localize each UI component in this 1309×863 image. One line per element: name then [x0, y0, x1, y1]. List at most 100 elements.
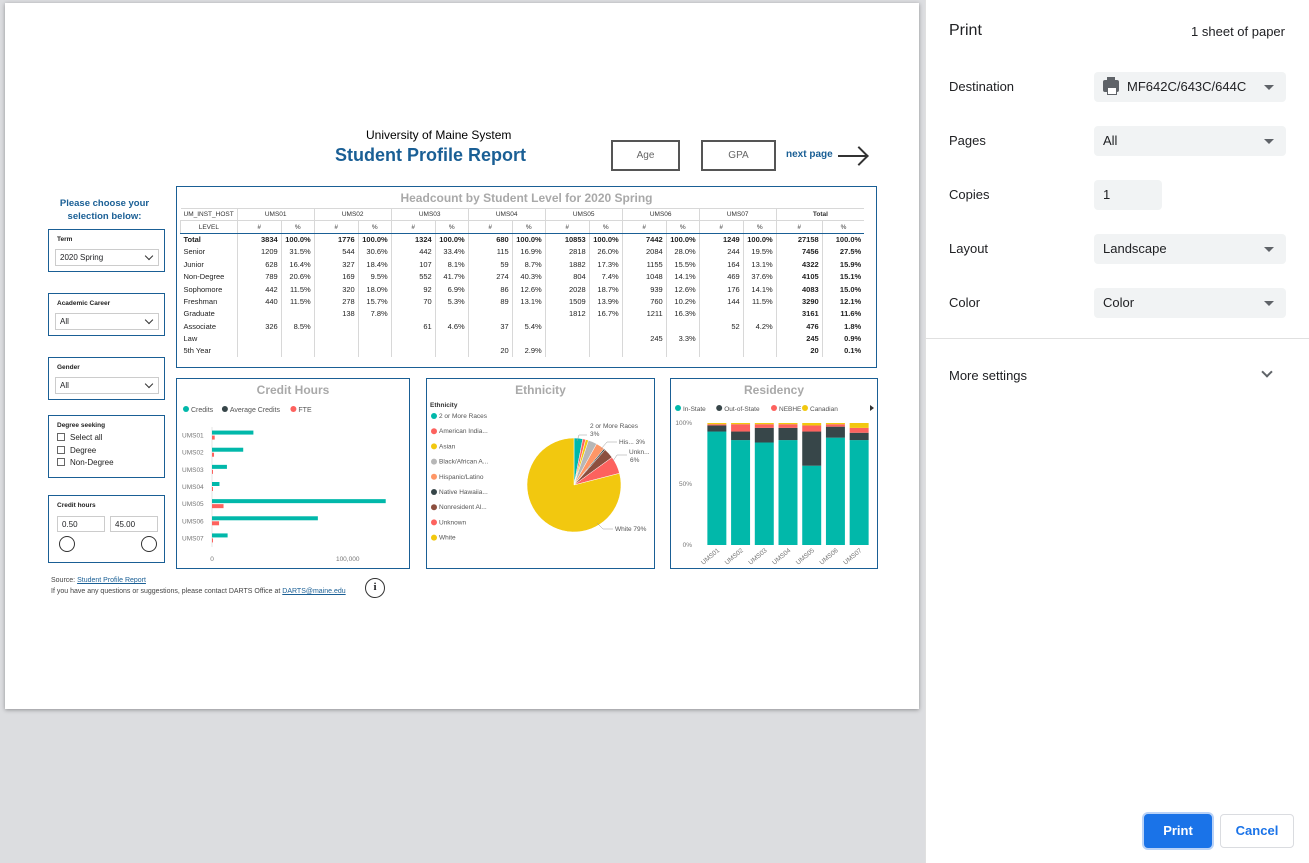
value-cell: 27.5% — [821, 245, 865, 259]
select-all-checkbox[interactable]: Select all — [57, 433, 102, 442]
arrow-right-icon[interactable] — [838, 155, 866, 157]
stacked-bar-segment — [802, 423, 822, 426]
value-cell — [698, 332, 744, 345]
contact-email-link[interactable]: DARTS@maine.edu — [282, 588, 346, 595]
value-cell: 16.4% — [280, 258, 315, 271]
ethnicity-title: Ethnicity — [515, 383, 566, 397]
gender-dropdown[interactable]: All — [55, 377, 159, 394]
cancel-button[interactable]: Cancel — [1220, 814, 1294, 848]
value-cell — [357, 332, 392, 345]
value-cell: 804 — [544, 270, 590, 283]
value-cell — [390, 307, 436, 321]
value-cell: 20 — [775, 344, 823, 358]
chevron-down-icon[interactable] — [1261, 366, 1273, 378]
credit-max-input[interactable]: 45.00 — [110, 516, 158, 532]
value-cell: 100.0% — [434, 233, 469, 246]
credit-min-input[interactable]: 0.50 — [57, 516, 105, 532]
copies-row: Copies 1 — [949, 180, 1289, 210]
value-cell: 476 — [775, 320, 823, 333]
value-cell: 16.3% — [665, 307, 700, 321]
value-cell: 0.9% — [821, 332, 865, 345]
stacked-bar-segment — [778, 440, 798, 545]
stacked-bar-segment — [731, 431, 751, 441]
academic-career-dropdown[interactable]: All — [55, 313, 159, 330]
bar-fte — [212, 521, 220, 526]
bar-credits — [212, 482, 220, 486]
value-cell: 442 — [236, 282, 282, 296]
color-select[interactable]: Color — [1094, 288, 1286, 318]
destination-select[interactable]: MF642C/643C/644C — [1094, 72, 1286, 102]
stacked-bar-segment — [849, 432, 869, 441]
legend-marker — [431, 428, 437, 435]
value-cell — [357, 344, 392, 358]
value-cell: 7456 — [775, 245, 823, 259]
value-cell: 245 — [621, 332, 667, 345]
value-cell: 1249 — [698, 233, 744, 246]
pie-slice — [526, 437, 622, 533]
value-cell: 2084 — [621, 245, 667, 259]
value-cell: 760 — [621, 295, 667, 308]
gpa-button[interactable]: GPA — [701, 140, 776, 171]
caret-down-icon — [1264, 247, 1274, 252]
print-preview-sheet: University of Maine System Student Profi… — [5, 3, 919, 709]
category-label: UMS01 — [182, 433, 204, 440]
pct-header: % — [511, 220, 546, 234]
print-button[interactable]: Print — [1144, 814, 1212, 848]
count-header: # — [236, 220, 282, 234]
value-cell: 7.8% — [357, 307, 392, 321]
value-cell: 440 — [236, 295, 282, 308]
count-header: # — [621, 220, 667, 234]
residency-chart: Residency In-State Out-of-State NEBHE Canad… — [670, 378, 878, 569]
term-dropdown[interactable]: 2020 Spring — [55, 249, 159, 266]
stacked-bar-segment — [825, 423, 845, 425]
residency-plot: In-State Out-of-State NEBHE Canadian 0% 50% 10… — [675, 405, 874, 567]
campus-header: UMS04 — [467, 207, 546, 222]
legend-label: Nonresident Al... — [439, 504, 487, 511]
value-cell: 100.0% — [742, 233, 777, 246]
value-cell: 1209 — [236, 245, 282, 259]
y-tick-label: 0% — [683, 542, 693, 549]
more-settings-toggle[interactable]: More settings — [949, 368, 1028, 383]
value-cell — [742, 332, 777, 345]
x-tick-label: 100,000 — [336, 556, 360, 563]
slider-min-handle[interactable] — [59, 536, 75, 552]
value-cell: 31.5% — [280, 245, 315, 259]
value-cell: 2818 — [544, 245, 590, 259]
value-cell: 1048 — [621, 270, 667, 283]
value-cell: 15.7% — [357, 295, 392, 308]
slice-label: White 79% — [615, 526, 647, 533]
value-cell: 1.8% — [821, 320, 865, 333]
destination-label: Destination — [949, 79, 1015, 94]
info-icon[interactable]: i — [365, 578, 385, 598]
degree-checkbox[interactable]: Degree — [57, 446, 96, 455]
bar-fte — [212, 435, 215, 440]
pages-select[interactable]: All — [1094, 126, 1286, 156]
caret-down-icon — [1264, 301, 1274, 306]
value-cell: 8.7% — [511, 258, 546, 271]
layout-select[interactable]: Landscape — [1094, 234, 1286, 264]
value-cell — [434, 344, 469, 358]
color-row: Color Color — [949, 288, 1289, 318]
value-cell — [390, 332, 436, 345]
stacked-bar-segment — [731, 440, 751, 545]
value-cell: 939 — [621, 282, 667, 296]
value-cell: 100.0% — [511, 233, 546, 246]
degree-label: Degree — [70, 446, 97, 455]
non-degree-checkbox[interactable]: Non-Degree — [57, 458, 114, 467]
layout-value: Landscape — [1103, 241, 1167, 256]
table-header-row: UM_INST_HOST UMS01 UMS02 UMS03 UMS04 UMS05 UMS… — [180, 207, 865, 222]
degree-seeking-label: Degree seeking — [57, 422, 106, 429]
table-row: Law 245 3.3% 245 0.9% — [181, 332, 865, 345]
slider-max-handle[interactable] — [141, 536, 157, 552]
value-cell: 7.4% — [588, 270, 623, 283]
age-button[interactable]: Age — [611, 140, 680, 171]
next-page-link[interactable]: next page — [786, 149, 833, 160]
category-label: UMS05 — [795, 547, 816, 567]
x-tick-label: 0 — [210, 556, 214, 563]
source-link[interactable]: Student Profile Report — [77, 577, 146, 584]
value-cell — [313, 320, 359, 333]
stacked-bar-segment — [825, 424, 845, 427]
value-cell — [434, 332, 469, 345]
value-cell — [588, 332, 623, 345]
copies-input[interactable]: 1 — [1094, 180, 1162, 210]
